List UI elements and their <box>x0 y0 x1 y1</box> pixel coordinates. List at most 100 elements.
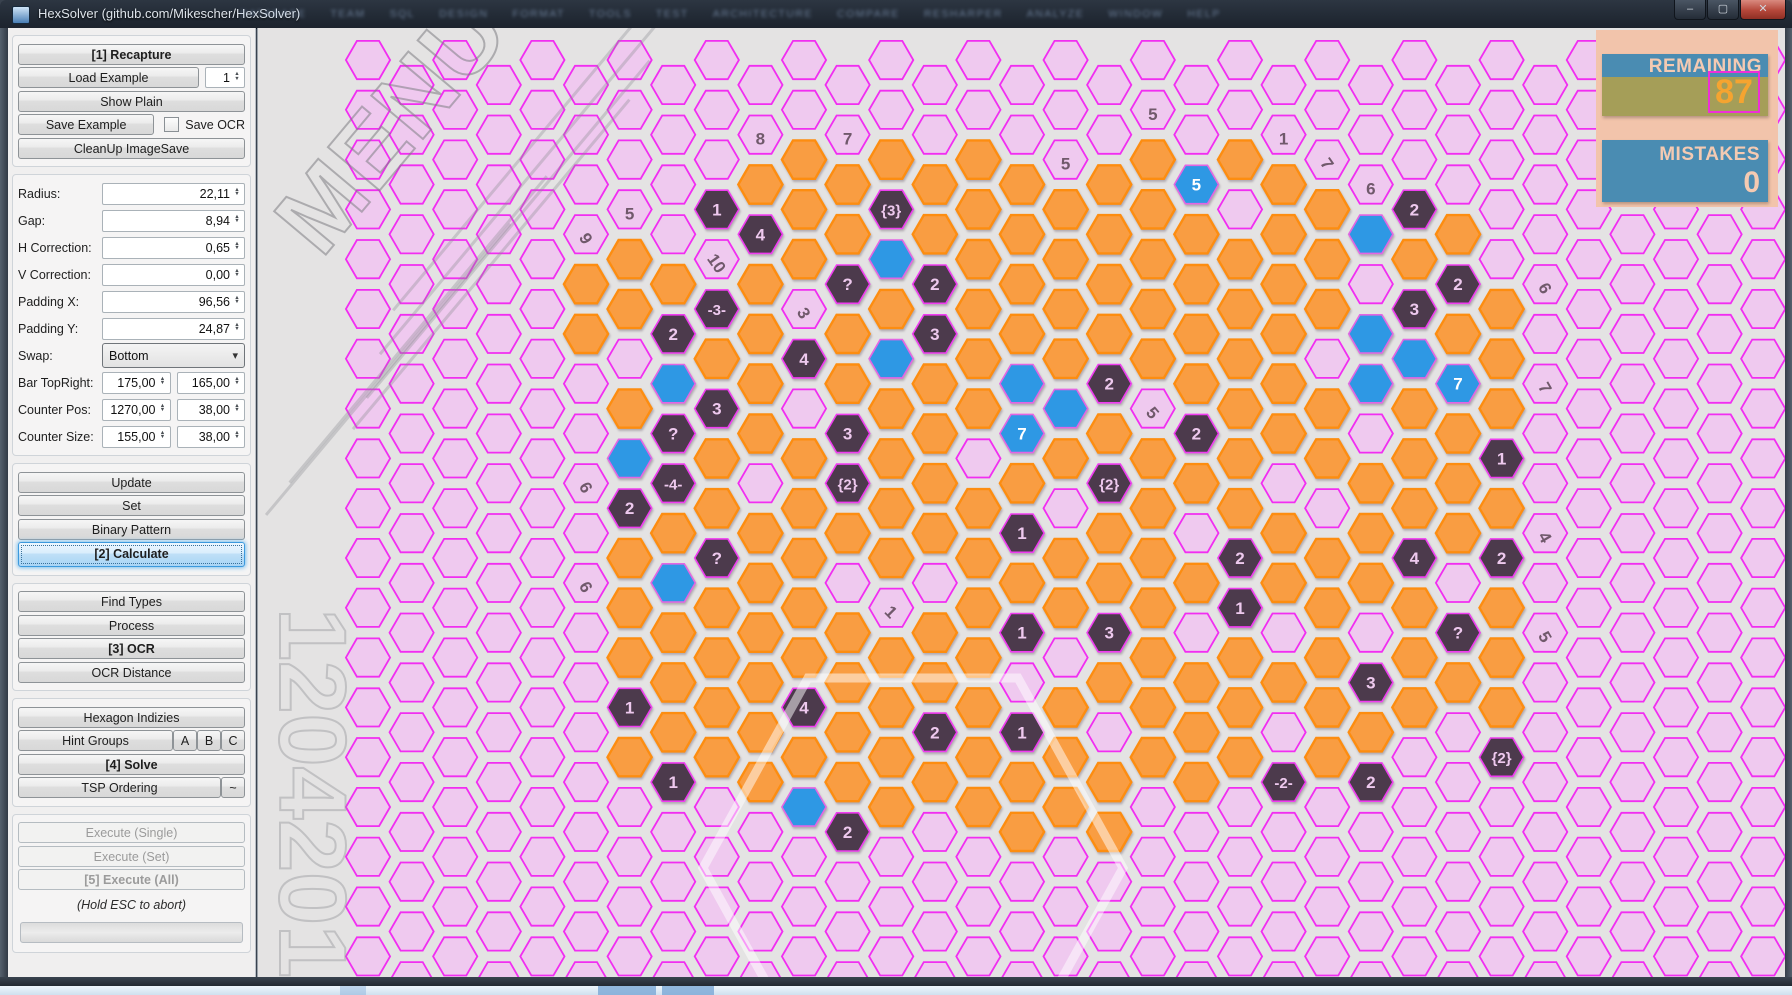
hex-cell-hidden[interactable] <box>1304 338 1351 379</box>
hint-groups-button[interactable]: Hint Groups <box>18 730 173 751</box>
hex-cell-hint[interactable] <box>1216 538 1264 578</box>
hex-cell-hidden[interactable] <box>388 513 435 554</box>
close-button[interactable]: ✕ <box>1740 0 1786 20</box>
hex-cell-unknown[interactable] <box>998 164 1046 205</box>
hex-cell-hidden[interactable] <box>1042 40 1089 81</box>
hex-cell-hidden[interactable] <box>1347 413 1394 454</box>
hex-cell-unknown[interactable] <box>736 562 784 604</box>
hex-cell-hidden[interactable] <box>1042 836 1089 877</box>
hex-cell-hidden[interactable] <box>606 139 653 180</box>
hex-cell-hidden[interactable] <box>651 961 695 977</box>
hex-cell-unknown[interactable] <box>867 786 915 828</box>
hex-cell-hidden[interactable] <box>1434 164 1482 205</box>
hex-cell-unknown[interactable] <box>780 487 828 529</box>
hex-cell-hidden[interactable] <box>1696 562 1743 603</box>
hex-cell-hidden[interactable] <box>432 737 479 778</box>
hex-cell-blue[interactable] <box>1347 363 1394 404</box>
hex-cell-unknown[interactable] <box>1129 238 1177 280</box>
hex-cell-hidden[interactable] <box>562 612 610 653</box>
hex-cell-hidden[interactable] <box>1347 861 1394 902</box>
hex-cell-unknown[interactable] <box>998 313 1046 355</box>
hex-cell-hint[interactable] <box>650 313 697 354</box>
hex-cell-hidden[interactable] <box>1347 264 1394 305</box>
hex-cell-unknown[interactable] <box>1085 263 1133 305</box>
spinner-arrows-icon[interactable]: ▲ ▼ <box>234 402 240 413</box>
hex-cell-hidden[interactable] <box>1740 488 1785 529</box>
hex-cell-hidden[interactable] <box>344 836 392 877</box>
hex-cell-unknown[interactable] <box>1434 662 1482 703</box>
hex-cell-hidden[interactable] <box>475 313 522 354</box>
hex-cell-unknown[interactable] <box>736 363 784 404</box>
hex-cell-unknown[interactable] <box>1085 512 1133 554</box>
hex-cell-hidden[interactable] <box>1522 264 1569 305</box>
hex-cell-hidden[interactable] <box>1696 264 1743 305</box>
hex-cell-hidden[interactable] <box>1434 114 1482 155</box>
hex-cell-unknown[interactable] <box>954 587 1002 629</box>
hex-cell-hidden[interactable] <box>1129 886 1176 927</box>
hex-cell-blue[interactable] <box>868 239 915 280</box>
hex-cell-hidden[interactable] <box>388 164 435 205</box>
hex-cell-unknown[interactable] <box>780 238 828 280</box>
hex-cell-unknown[interactable] <box>1260 213 1308 255</box>
hex-cell-unknown[interactable] <box>693 736 741 778</box>
hex-cell-unknown[interactable] <box>693 587 741 629</box>
hex-cell-hidden[interactable] <box>1304 139 1351 180</box>
menu-item-architecture[interactable]: ARCHITECTURE <box>712 8 813 20</box>
hex-cell-hidden[interactable] <box>1696 861 1743 902</box>
hex-cell-unknown[interactable] <box>867 388 915 429</box>
hex-cell-hidden[interactable] <box>1522 164 1569 205</box>
hex-cell-hidden[interactable] <box>1696 662 1743 703</box>
hex-cell-hidden[interactable] <box>1173 911 1220 952</box>
find-types-button[interactable]: Find Types <box>18 591 245 612</box>
hex-cell-hidden[interactable] <box>1696 363 1743 404</box>
hex-cell-hidden[interactable] <box>1522 64 1569 105</box>
hex-cell-unknown[interactable] <box>1172 711 1220 753</box>
hex-cell-unknown[interactable] <box>1042 786 1090 828</box>
hex-cell-hidden[interactable] <box>432 587 479 628</box>
hex-cell-hidden[interactable] <box>824 64 871 105</box>
spinner-arrows-icon[interactable]: ▲ ▼ <box>159 375 166 386</box>
hex-cell-hint[interactable] <box>1347 662 1394 703</box>
hex-cell-unknown[interactable] <box>1303 288 1351 330</box>
hex-cell-unknown[interactable] <box>1042 438 1090 479</box>
hex-cell-unknown[interactable] <box>1216 637 1264 678</box>
hex-cell-unknown[interactable] <box>1216 288 1264 330</box>
hex-cell-hidden[interactable] <box>1216 836 1264 877</box>
hex-cell-unknown[interactable] <box>649 711 697 753</box>
spinner-arrows-icon[interactable]: ▲ ▼ <box>234 71 240 82</box>
hex-cell-hidden[interactable] <box>1391 40 1438 81</box>
hex-cell-unknown[interactable] <box>736 313 784 355</box>
hex-cell-hidden[interactable] <box>1740 538 1785 578</box>
hex-cell-hidden[interactable] <box>432 288 479 330</box>
hex-cell-hint[interactable] <box>1086 463 1133 504</box>
hex-cell-hidden[interactable] <box>824 114 871 155</box>
hex-cell-unknown[interactable] <box>1172 761 1220 803</box>
hex-cell-hidden[interactable] <box>388 612 435 653</box>
hex-cell-hidden[interactable] <box>1434 861 1482 902</box>
spinner-arrows-icon[interactable]: ▲ ▼ <box>159 402 166 413</box>
hex-cell-hidden[interactable] <box>475 762 522 803</box>
hex-cell-unknown[interactable] <box>911 612 959 653</box>
hex-cell-blue[interactable] <box>1434 363 1482 404</box>
hex-cell-hidden[interactable] <box>780 288 828 330</box>
hex-cell-hidden[interactable] <box>1652 737 1700 778</box>
hex-cell-hidden[interactable] <box>344 687 392 728</box>
hex-cell-hidden[interactable] <box>388 811 435 852</box>
hex-cell-hidden[interactable] <box>519 189 566 230</box>
hex-cell-unknown[interactable] <box>1129 139 1177 181</box>
hex-cell-hidden[interactable] <box>432 836 479 877</box>
hex-cell-unknown[interactable] <box>1347 562 1395 604</box>
numeric-input[interactable]: 0,00 ▲ ▼ <box>102 263 245 286</box>
hex-cell-unknown[interactable] <box>1390 637 1438 678</box>
hex-cell-unknown[interactable] <box>606 736 654 778</box>
hex-cell-unknown[interactable] <box>1216 238 1264 280</box>
menu-item-team[interactable]: TEAM <box>330 8 366 20</box>
cleanup-imagesave-button[interactable]: CleanUp ImageSave <box>18 137 245 159</box>
hex-cell-hidden[interactable] <box>388 762 435 803</box>
hex-cell-unknown[interactable] <box>824 612 872 653</box>
hex-cell-hint[interactable] <box>693 289 740 329</box>
hex-cell-hidden[interactable] <box>1740 936 1785 977</box>
hex-cell-hidden[interactable] <box>650 811 697 852</box>
hex-cell-hidden[interactable] <box>1522 214 1569 255</box>
hex-cell-hidden[interactable] <box>1391 886 1438 927</box>
